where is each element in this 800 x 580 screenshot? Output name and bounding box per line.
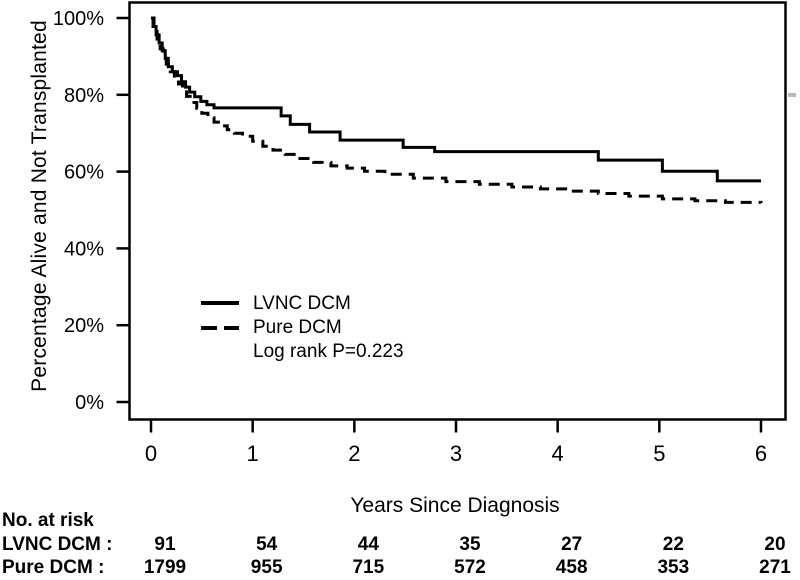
risk-value-row1-year4: 458 [555,557,588,578]
risk-table-title: No. at risk [2,510,94,531]
x-axis-title: Years Since Diagnosis [350,494,560,517]
risk-value-row0-year2: 44 [357,534,379,555]
risk-row-label-0: LVNC DCM : [2,534,113,555]
risk-value-row0-year0: 91 [154,534,176,555]
y-axis-title: Percentage Alive and Not Transplanted [28,20,51,392]
x-tick-label-5: 5 [653,441,665,466]
risk-row-label-1: Pure DCM : [2,557,105,578]
legend-log-rank-note: Log rank P=0.223 [253,341,404,362]
risk-value-row0-year1: 54 [256,534,278,555]
risk-value-row1-year2: 715 [352,557,385,578]
plot-frame [128,1,787,421]
risk-value-row0-year6: 20 [764,534,786,555]
risk-value-row0-year4: 27 [561,534,583,555]
survival-curve-pure-dcm [151,16,763,204]
risk-value-row1-year0: 1799 [143,557,187,578]
risk-value-row1-year3: 572 [454,557,486,578]
x-tick-label-3: 3 [450,441,462,466]
x-tick-label-6: 6 [755,441,767,466]
risk-value-row1-year6: 271 [759,557,791,578]
y-tick-label-40: 40% [64,238,104,260]
risk-value-row0-year3: 35 [459,534,481,555]
y-tick-label-100: 100% [53,8,104,30]
survival-curve-lvnc-dcm [151,16,761,183]
x-tick-label-2: 2 [348,441,360,466]
risk-value-row0-year5: 22 [662,534,684,555]
legend-label-pure-dcm: Pure DCM [253,317,342,338]
risk-value-row1-year1: 955 [250,557,283,578]
y-tick-label-80: 80% [64,85,104,107]
y-tick-label-60: 60% [64,162,104,184]
risk-value-row1-year5: 353 [657,557,690,578]
stray-mark [788,93,796,97]
y-tick-label-20: 20% [64,315,104,337]
legend-label-lvnc-dcm: LVNC DCM [253,293,351,314]
x-tick-label-1: 1 [247,441,259,466]
x-tick-label-4: 4 [552,441,564,466]
y-tick-label-0: 0% [75,392,104,414]
x-tick-label-0: 0 [145,441,157,466]
